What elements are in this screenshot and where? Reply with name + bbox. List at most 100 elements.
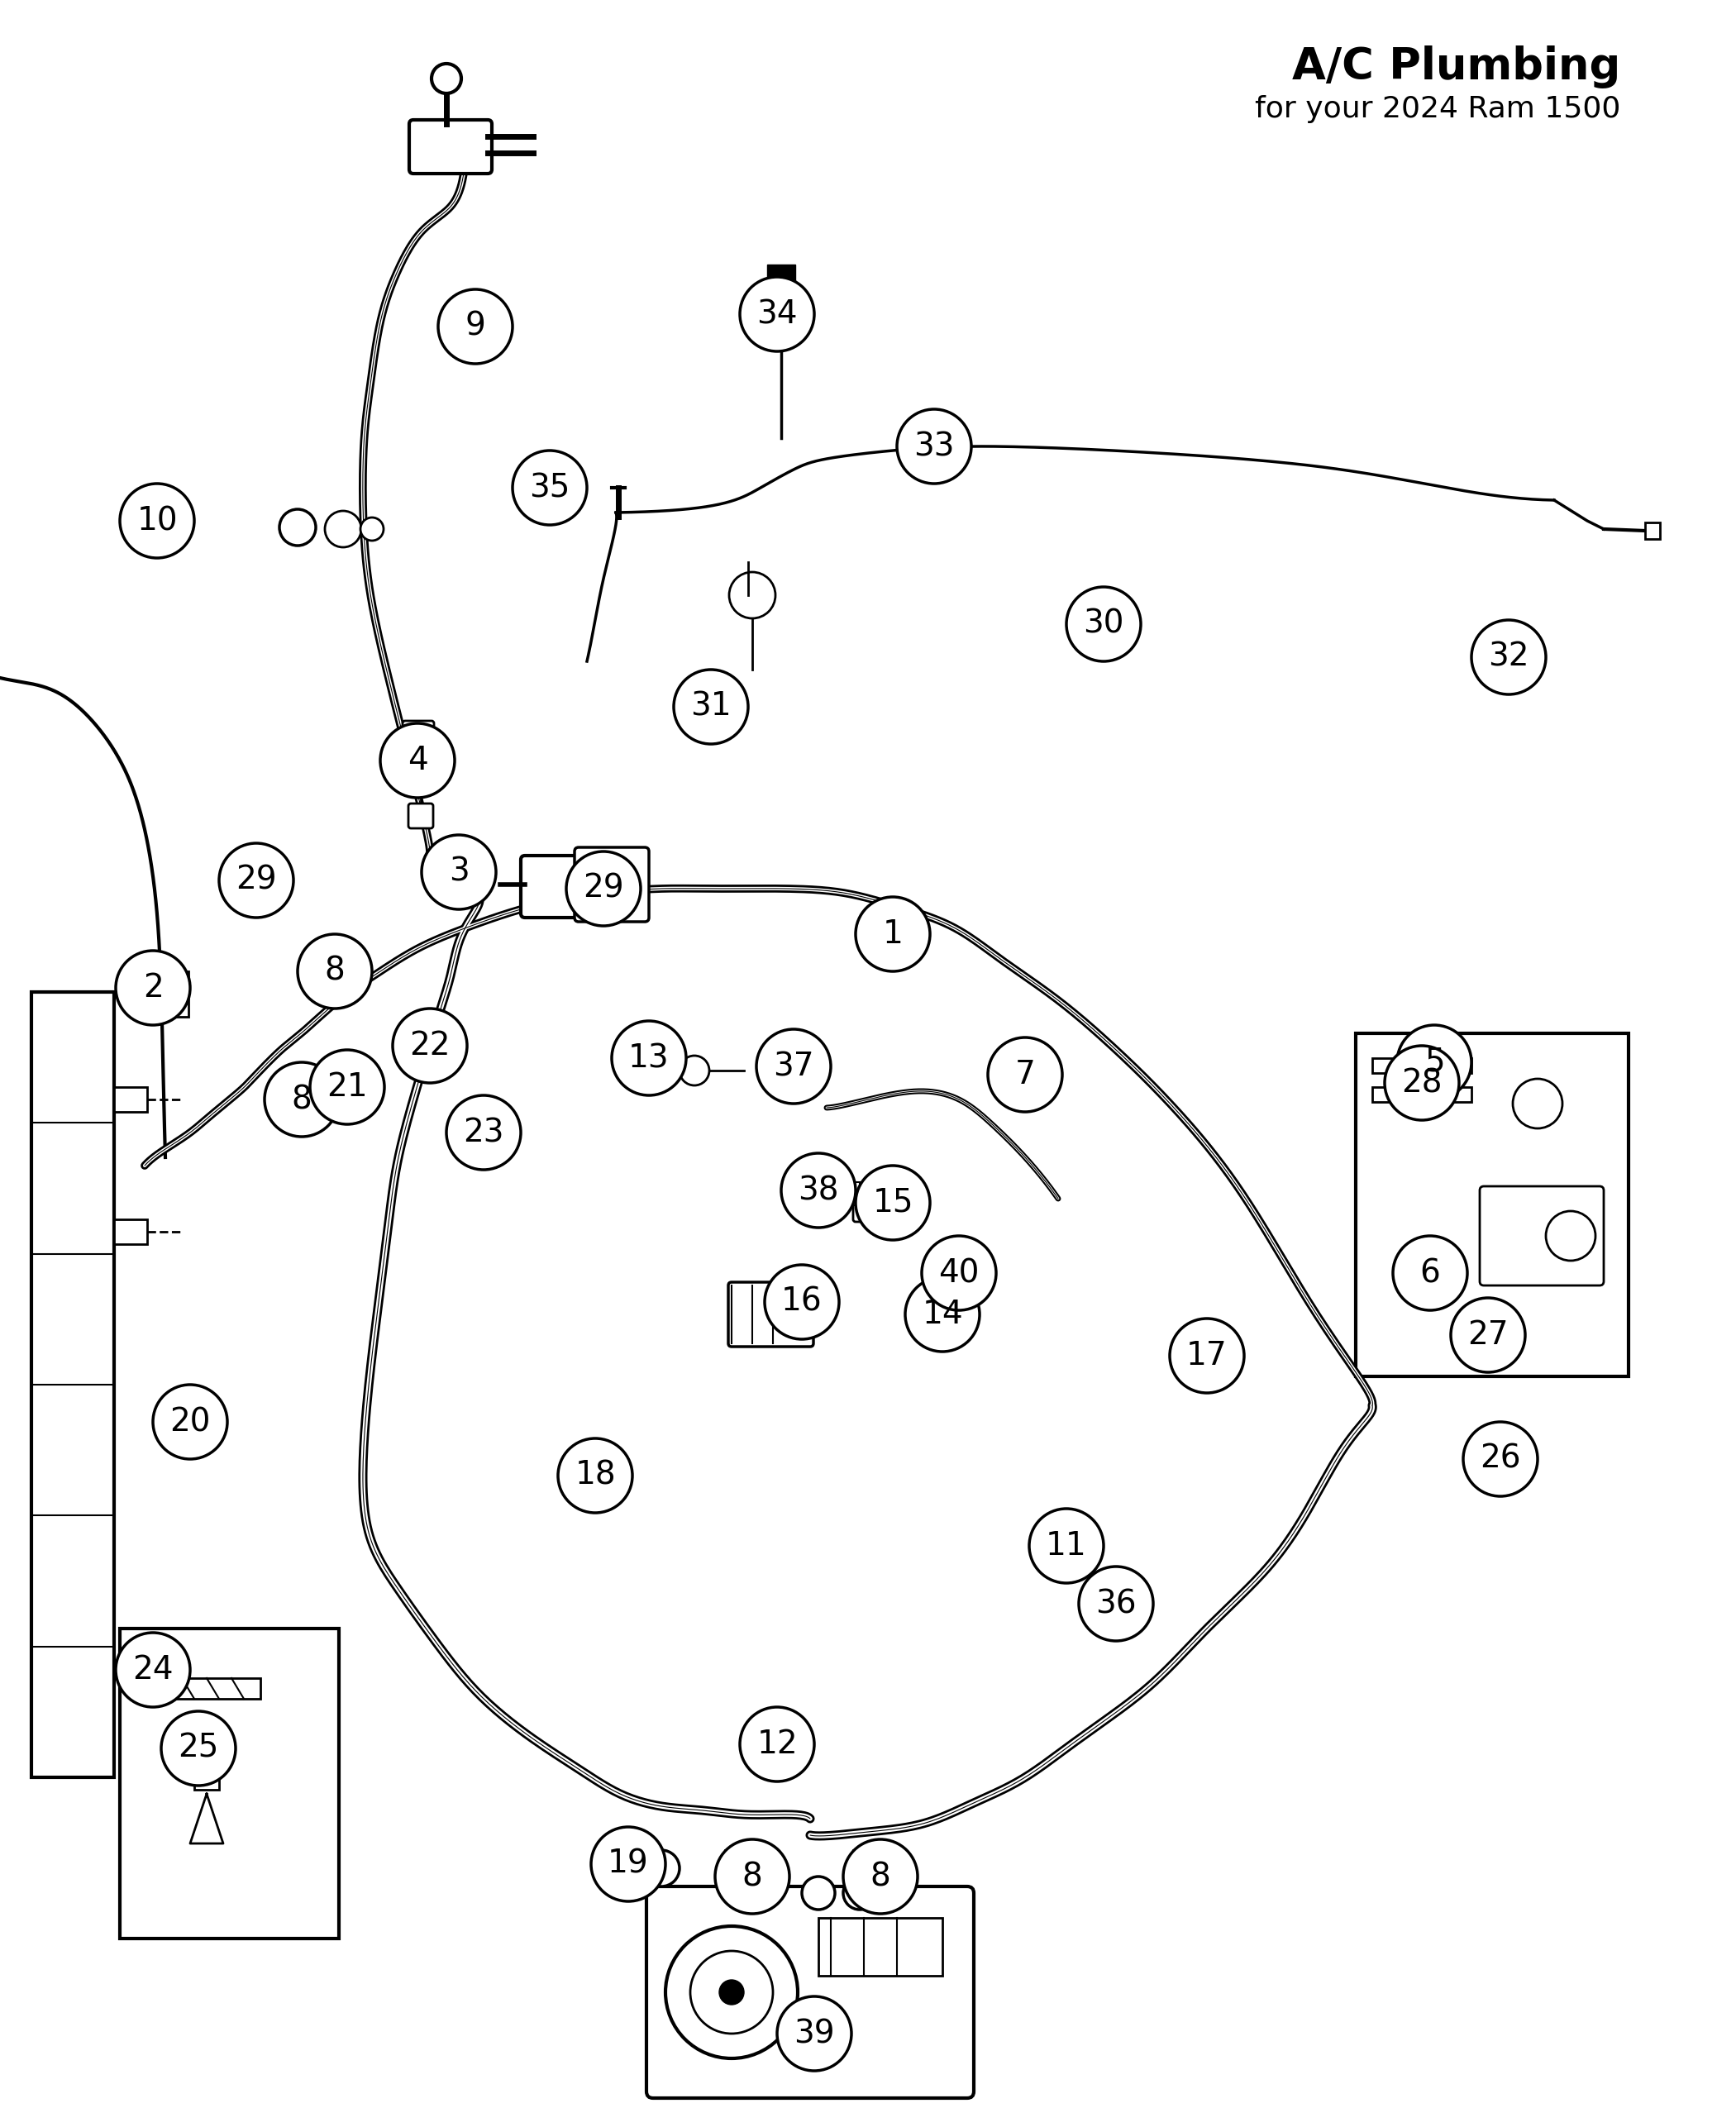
Text: 12: 12 <box>757 1729 797 1760</box>
Text: 11: 11 <box>1045 1530 1087 1562</box>
Bar <box>865 1183 871 1206</box>
Bar <box>1356 1033 1628 1377</box>
FancyBboxPatch shape <box>646 1887 974 2097</box>
Circle shape <box>1170 1318 1245 1393</box>
Circle shape <box>781 1153 856 1227</box>
Text: 35: 35 <box>529 472 569 504</box>
Text: 1: 1 <box>882 919 903 951</box>
Circle shape <box>904 1277 979 1351</box>
Text: 10: 10 <box>137 506 177 538</box>
Bar <box>1371 1058 1472 1073</box>
Text: 17: 17 <box>1186 1341 1227 1372</box>
Text: 8: 8 <box>741 1861 762 1893</box>
Circle shape <box>120 483 194 559</box>
Text: 34: 34 <box>757 299 797 329</box>
Text: for your 2024 Ram 1500: for your 2024 Ram 1500 <box>1255 95 1620 122</box>
Text: 26: 26 <box>1479 1444 1521 1476</box>
Bar <box>403 1022 417 1043</box>
Circle shape <box>566 852 641 925</box>
Circle shape <box>1545 1212 1595 1261</box>
Text: 25: 25 <box>179 1733 219 1764</box>
Circle shape <box>1472 620 1545 694</box>
Circle shape <box>311 1050 384 1124</box>
Text: 9: 9 <box>465 310 486 341</box>
FancyBboxPatch shape <box>408 803 434 828</box>
Circle shape <box>437 289 512 365</box>
Bar <box>826 1183 835 1206</box>
Text: 5: 5 <box>1424 1046 1444 1077</box>
Circle shape <box>161 1712 236 1785</box>
Text: A/C Plumbing: A/C Plumbing <box>1292 46 1620 89</box>
Text: 19: 19 <box>608 1849 649 1880</box>
Circle shape <box>757 1029 832 1105</box>
FancyBboxPatch shape <box>521 856 599 917</box>
Circle shape <box>740 1707 814 1781</box>
Circle shape <box>432 63 462 93</box>
Circle shape <box>219 843 293 917</box>
Circle shape <box>679 1056 710 1086</box>
Text: 39: 39 <box>793 2017 835 2049</box>
Circle shape <box>1392 1235 1467 1311</box>
Circle shape <box>557 1438 632 1514</box>
Bar <box>767 264 795 287</box>
Circle shape <box>590 1828 665 1901</box>
Circle shape <box>1208 1349 1238 1379</box>
Text: 2: 2 <box>142 972 163 1003</box>
FancyBboxPatch shape <box>729 1282 814 1347</box>
FancyBboxPatch shape <box>403 721 434 757</box>
Circle shape <box>922 1235 996 1311</box>
Circle shape <box>611 1020 686 1096</box>
Text: 30: 30 <box>1083 609 1125 641</box>
Bar <box>818 1918 943 1975</box>
Circle shape <box>856 896 930 972</box>
Text: 32: 32 <box>1488 641 1529 672</box>
Text: 21: 21 <box>326 1071 368 1102</box>
Text: 20: 20 <box>170 1406 210 1438</box>
Bar <box>115 1218 148 1244</box>
Circle shape <box>1463 1423 1538 1497</box>
Circle shape <box>778 1996 851 2070</box>
Circle shape <box>297 934 372 1008</box>
Text: 36: 36 <box>1095 1587 1137 1619</box>
Text: 29: 29 <box>236 864 276 896</box>
Text: 23: 23 <box>464 1117 503 1149</box>
Circle shape <box>606 881 618 896</box>
Bar <box>194 1756 219 1790</box>
FancyBboxPatch shape <box>575 847 649 921</box>
Text: 8: 8 <box>870 1861 891 1893</box>
Circle shape <box>1512 1079 1562 1128</box>
Circle shape <box>988 1037 1062 1111</box>
Circle shape <box>1029 1509 1104 1583</box>
Bar <box>838 1183 847 1206</box>
Circle shape <box>844 1876 877 1910</box>
Circle shape <box>691 1950 773 2034</box>
FancyBboxPatch shape <box>852 1191 903 1223</box>
Bar <box>319 949 349 970</box>
Circle shape <box>361 516 384 540</box>
Text: 4: 4 <box>408 744 427 776</box>
Circle shape <box>422 835 496 909</box>
FancyBboxPatch shape <box>1479 1187 1604 1286</box>
Circle shape <box>674 670 748 744</box>
Circle shape <box>325 510 361 548</box>
Text: 29: 29 <box>583 873 623 904</box>
Bar <box>170 1678 260 1699</box>
Text: 7: 7 <box>1016 1058 1035 1090</box>
Circle shape <box>898 409 972 483</box>
Bar <box>349 1056 363 1077</box>
Text: 24: 24 <box>132 1655 174 1686</box>
FancyBboxPatch shape <box>410 120 491 173</box>
Circle shape <box>766 1731 802 1767</box>
Circle shape <box>719 1979 745 2005</box>
Bar <box>115 1088 148 1111</box>
Bar <box>852 1851 884 1870</box>
Circle shape <box>844 1840 918 1914</box>
Bar <box>31 993 115 1777</box>
Text: 13: 13 <box>628 1043 670 1073</box>
Bar <box>1371 1088 1472 1102</box>
Circle shape <box>665 1927 799 2057</box>
Circle shape <box>729 571 776 618</box>
Bar <box>851 1183 859 1206</box>
Text: 16: 16 <box>781 1286 823 1318</box>
Circle shape <box>790 1054 814 1079</box>
